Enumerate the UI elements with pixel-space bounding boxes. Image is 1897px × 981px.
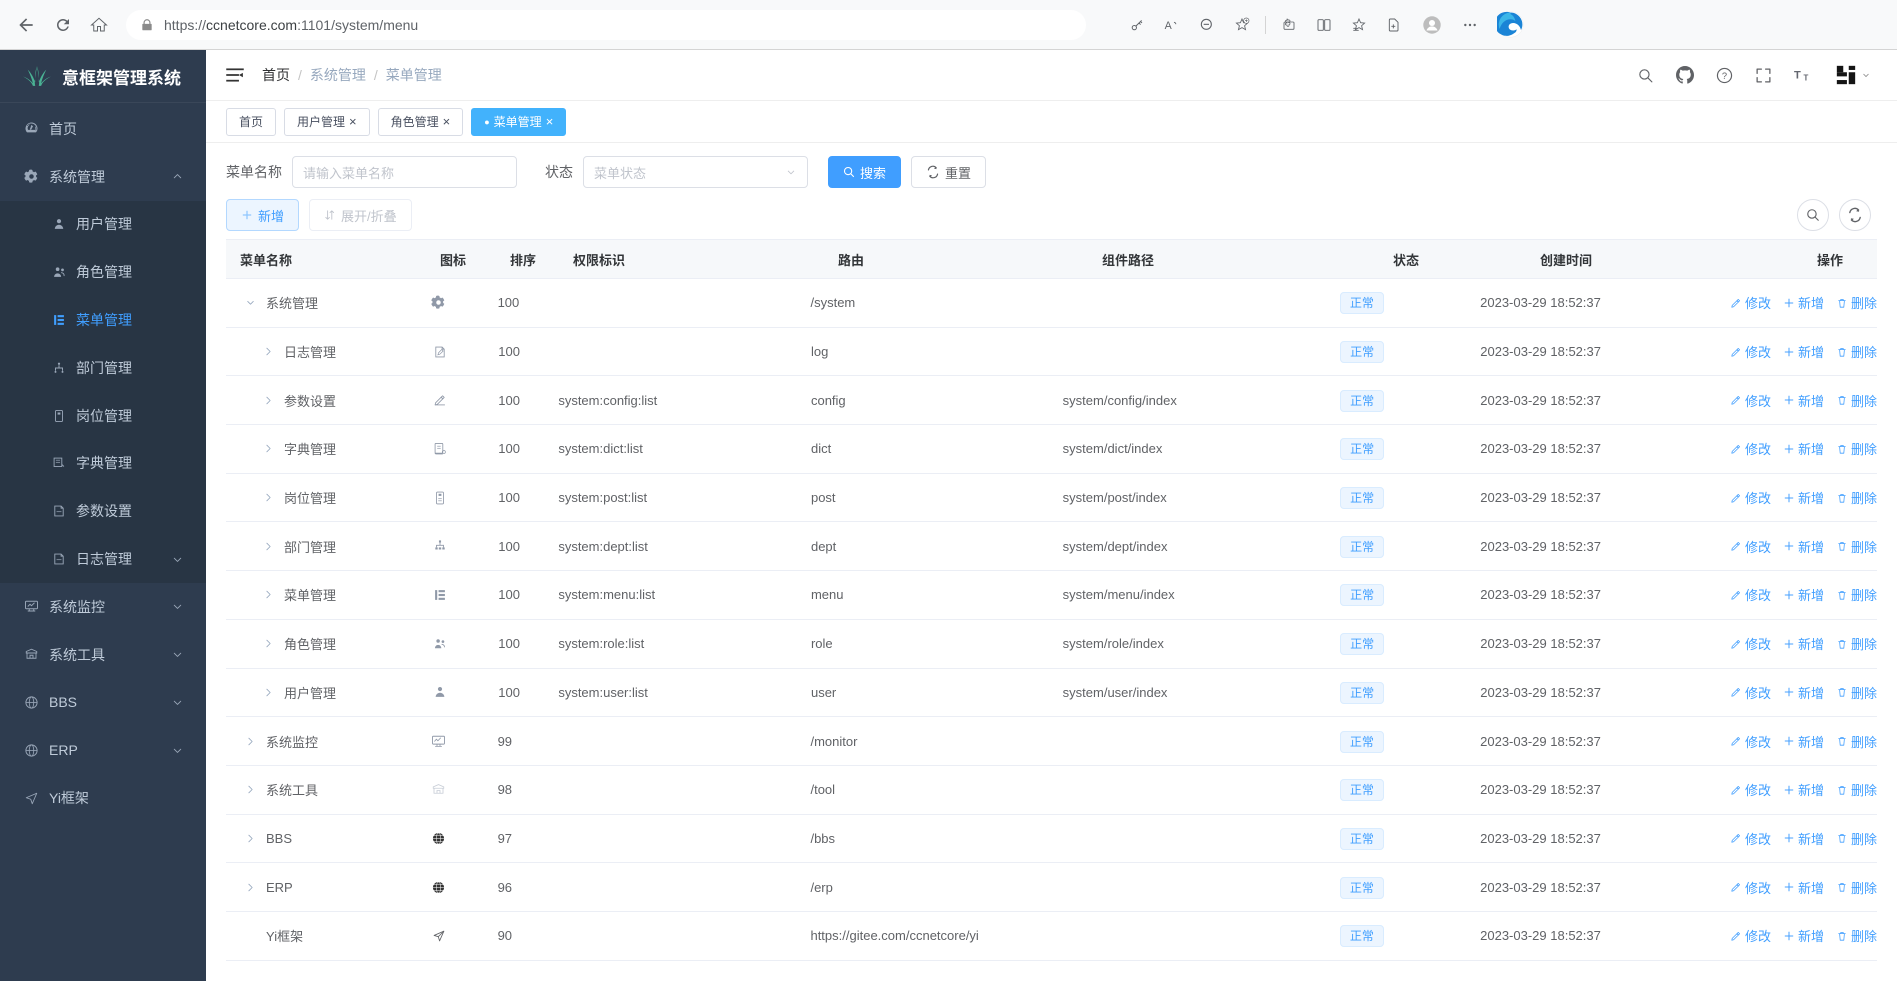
- svg-text:T: T: [1794, 69, 1801, 81]
- svg-text:A: A: [1165, 20, 1173, 32]
- svg-text:?: ?: [1722, 71, 1727, 81]
- svg-text:T: T: [1804, 73, 1809, 82]
